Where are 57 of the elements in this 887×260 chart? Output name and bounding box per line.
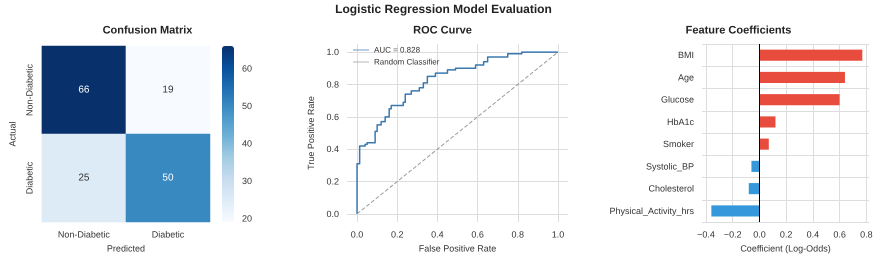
y-axis-title: True Positive Rate xyxy=(306,96,316,170)
bar xyxy=(751,160,760,172)
x-tick-label: 0.8 xyxy=(512,230,524,240)
y-axis-title: Actual xyxy=(8,121,18,147)
text: Logistic Regression Model Evaluation xyxy=(334,2,553,16)
x-tick-label: 0.6 xyxy=(833,230,846,240)
bar xyxy=(759,72,845,83)
color-bar-label: 40 xyxy=(242,138,252,148)
y-tick-label: Physical_Activity_hrs xyxy=(609,206,694,216)
x-tick-label: 0.8 xyxy=(860,230,873,240)
y-tick-label: Glucose xyxy=(660,94,694,105)
x-axis-title: False Positive Rate xyxy=(418,243,496,254)
legend-label: Random Classifier xyxy=(374,58,440,66)
x-axis-title: Predicted xyxy=(106,243,145,254)
x-axis-title: Coefficient (Log-Odds) xyxy=(740,243,831,254)
y-tick-label: 0.2 xyxy=(326,176,339,187)
color-bar-label: 30 xyxy=(242,176,252,186)
x-tick-label: Diabetic xyxy=(152,230,185,240)
x-tick-label: 0.2 xyxy=(780,230,792,240)
y-tick-label: Cholesterol xyxy=(648,184,694,194)
y-tick-label: HbA1c xyxy=(666,116,694,127)
legend-label: AUC = 0.828 xyxy=(374,46,421,54)
bar xyxy=(759,138,769,150)
color-bar-label: 60 xyxy=(242,63,252,74)
bar xyxy=(748,183,760,194)
bar xyxy=(759,50,862,61)
y-tick-label: Age xyxy=(678,72,694,82)
y-tick-label: BMI xyxy=(678,50,694,60)
x-tick-label: 0.2 xyxy=(390,230,404,240)
chart-title: Feature Coefficients xyxy=(686,24,792,36)
x-tick-label: −0.4 xyxy=(697,230,715,240)
x-tick-label: 0.4 xyxy=(806,230,820,240)
x-tick-label: 1.0 xyxy=(552,230,564,240)
x-tick-label: 0.0 xyxy=(350,230,364,240)
x-tick-label: 0.0 xyxy=(753,230,766,240)
y-tick-label: 0.6 xyxy=(326,112,339,122)
data-label: 50 xyxy=(162,172,174,184)
color-bar-label: 20 xyxy=(242,213,252,224)
chart-title: Confusion Matrix xyxy=(102,24,194,36)
y-tick-label: Smoker xyxy=(662,139,694,150)
bar xyxy=(711,205,760,216)
y-tick-label: 0.0 xyxy=(326,208,339,219)
data-label: 66 xyxy=(78,84,90,96)
y-tick-label: Systolic_BP xyxy=(646,161,694,172)
x-tick-label: 0.6 xyxy=(471,230,484,240)
y-tick-label: 1.0 xyxy=(326,47,339,58)
bar xyxy=(759,116,776,128)
x-tick-label: −0.2 xyxy=(724,230,742,240)
y-tick-label: 0.8 xyxy=(326,79,339,90)
x-tick-label: 0.4 xyxy=(431,230,444,240)
color-bar-label: 50 xyxy=(242,100,252,111)
chart-title: ROC Curve xyxy=(413,24,472,36)
data-label: 19 xyxy=(162,84,174,96)
x-tick-label: Non-Diabetic xyxy=(58,230,110,240)
data-label: 25 xyxy=(78,172,90,184)
bar xyxy=(759,94,840,106)
y-tick-label: 0.4 xyxy=(326,144,339,154)
